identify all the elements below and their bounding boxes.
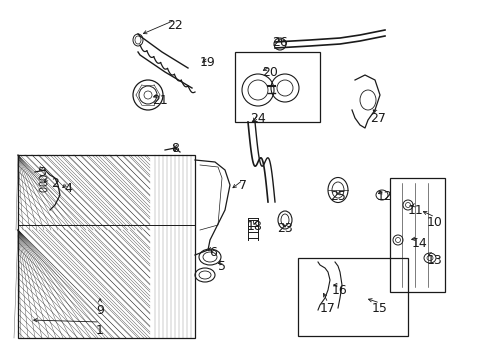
- Text: 15: 15: [371, 302, 387, 315]
- Text: 17: 17: [320, 302, 335, 315]
- Text: 12: 12: [376, 189, 392, 202]
- Text: 4: 4: [64, 181, 72, 194]
- Text: 10: 10: [426, 216, 442, 229]
- Text: 16: 16: [331, 284, 347, 297]
- Text: 9: 9: [96, 303, 104, 316]
- Text: 13: 13: [426, 253, 442, 266]
- Text: 1: 1: [96, 324, 104, 337]
- Text: 24: 24: [250, 112, 265, 125]
- Text: 6: 6: [209, 246, 217, 258]
- Text: 5: 5: [218, 261, 225, 274]
- Text: 26: 26: [271, 36, 287, 49]
- Text: 7: 7: [239, 179, 246, 192]
- Bar: [18, 155, 195, 338]
- Text: 21: 21: [152, 94, 167, 107]
- Text: 18: 18: [246, 220, 263, 233]
- Text: 23: 23: [277, 221, 292, 234]
- Text: 11: 11: [407, 203, 423, 216]
- Text: 8: 8: [171, 141, 179, 154]
- Text: 22: 22: [167, 18, 183, 32]
- Text: 19: 19: [200, 55, 215, 68]
- Text: 2: 2: [51, 176, 59, 189]
- Text: 14: 14: [411, 237, 427, 249]
- Text: 3: 3: [38, 166, 46, 179]
- Bar: [389, 178, 444, 292]
- Bar: [297, 258, 407, 336]
- Bar: [235, 52, 319, 122]
- Text: 20: 20: [262, 66, 277, 78]
- Text: 25: 25: [329, 189, 345, 202]
- Text: 27: 27: [369, 112, 385, 125]
